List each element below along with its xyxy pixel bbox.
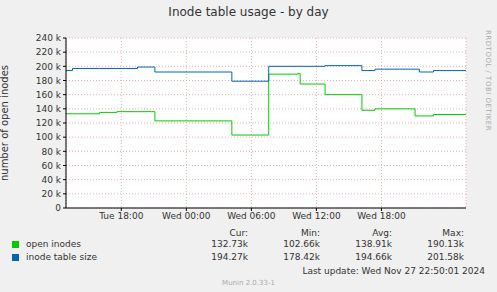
svg-text:180 k: 180 k [36, 76, 62, 86]
html-text:inode table size: inode table size [26, 252, 97, 262]
html-text:Cur:: Cur: [229, 228, 248, 238]
svg-text:40 k: 40 k [41, 175, 61, 185]
svg-text:Wed 06:00: Wed 06:00 [227, 211, 276, 221]
svg-text:200 k: 200 k [36, 62, 62, 72]
html-text:194.66k: 194.66k [355, 252, 392, 262]
svg-text:220 k: 220 k [36, 47, 62, 57]
svg-text:20 k: 20 k [41, 189, 61, 199]
html-text:Max:: Max: [442, 228, 464, 238]
svg-text:0: 0 [55, 203, 61, 213]
svg-text:160 k: 160 k [36, 90, 62, 100]
svg-text:240 k: 240 k [36, 33, 62, 43]
html-text:138.91k: 138.91k [355, 239, 392, 249]
svg-text:Tue 18:00: Tue 18:00 [98, 211, 143, 221]
html-text:Min:: Min: [301, 228, 320, 238]
svg-text:140 k: 140 k [36, 104, 62, 114]
html-text:Last update: Wed Nov 27 22:50:: Last update: Wed Nov 27 22:50:01 2024 [302, 266, 485, 276]
html-text:Avg:: Avg: [372, 228, 392, 238]
svg-text:100 k: 100 k [36, 132, 62, 142]
svg-text:80 k: 80 k [41, 147, 61, 157]
html-text:132.73k: 132.73k [211, 239, 248, 249]
html-text:194.27k: 194.27k [211, 252, 248, 262]
html-text:Munin 2.0.33-1: Munin 2.0.33-1 [222, 279, 275, 287]
html-text:102.66k: 102.66k [283, 239, 320, 249]
svg-text:Wed 00:00: Wed 00:00 [162, 211, 211, 221]
html-text:178.42k: 178.42k [283, 252, 320, 262]
html-text:201.58k: 201.58k [427, 252, 464, 262]
svg-text:Wed 12:00: Wed 12:00 [292, 211, 341, 221]
html-text:190.13k: 190.13k [427, 239, 464, 249]
html-text:Inode table usage - by day: Inode table usage - by day [168, 5, 329, 19]
svg-text:120 k: 120 k [36, 118, 62, 128]
html-text:open inodes: open inodes [26, 239, 81, 249]
svg-text:number of open inodes: number of open inodes [8, 65, 10, 181]
svg-text:60 k: 60 k [41, 161, 61, 171]
svg-text:Wed 18:00: Wed 18:00 [357, 211, 406, 221]
html-text:RRDTOOL / TOBI OETIKER: RRDTOOL / TOBI OETIKER [484, 30, 492, 132]
